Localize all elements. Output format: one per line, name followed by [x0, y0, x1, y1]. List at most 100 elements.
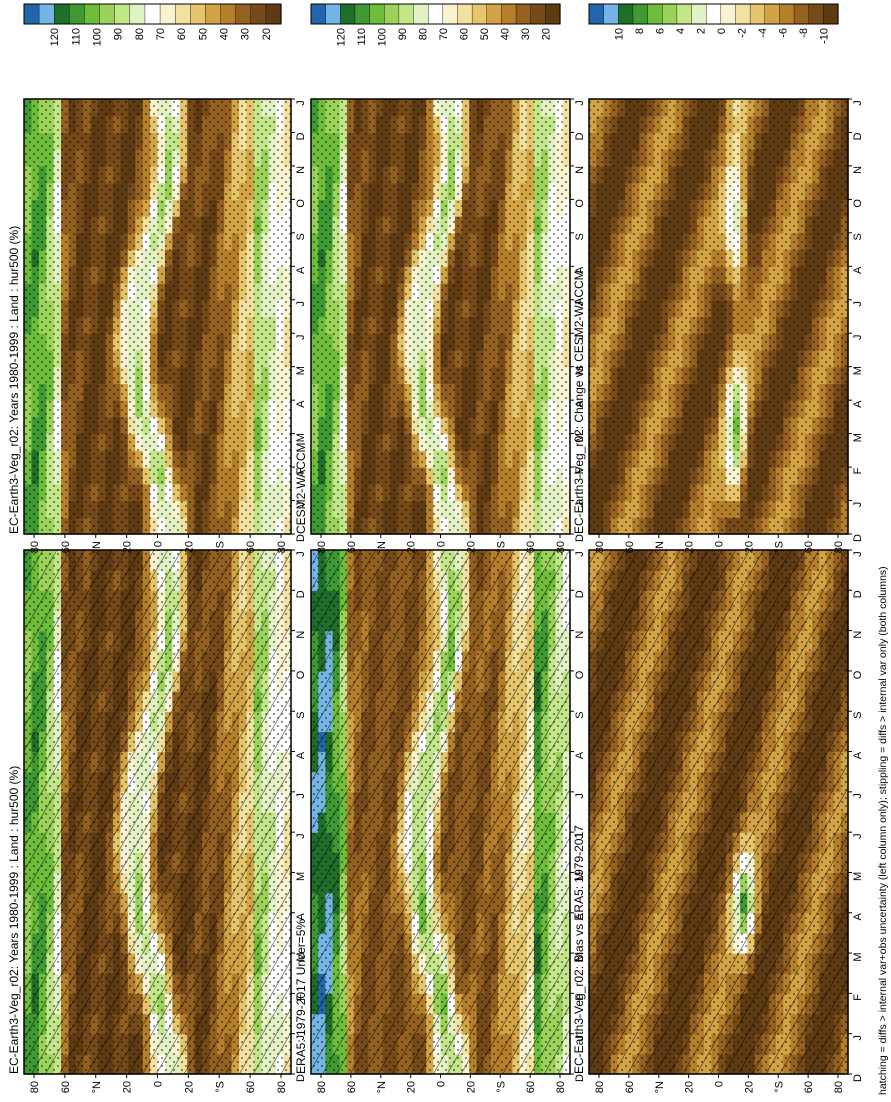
y-tick-label: °N — [376, 1081, 388, 1093]
hatching-overlay — [311, 550, 570, 1074]
y-tick-label: 80 — [29, 541, 41, 553]
y-tick-label: 60 — [60, 541, 72, 553]
colorbar-swatch — [144, 3, 161, 25]
stippling-overlay — [24, 99, 291, 534]
x-tick-label: J — [574, 551, 586, 557]
x-tick-label: M — [295, 366, 307, 375]
colorbar-swatch — [515, 3, 532, 25]
x-tick-label: A — [574, 912, 586, 920]
x-tick-label: M — [574, 872, 586, 881]
colorbar-label: 110 — [70, 28, 82, 46]
x-tick-label: F — [574, 467, 586, 474]
colorbar-swatch — [84, 3, 101, 25]
figure-footnote: hatching = diffs > internal var+obs unce… — [877, 566, 889, 1095]
y-tick-label: 60 — [346, 1081, 358, 1093]
x-tick-label: M — [295, 433, 307, 442]
x-tick-label: N — [574, 166, 586, 174]
y-tick-label: 0 — [436, 1081, 448, 1087]
colorbar-swatch — [530, 3, 546, 25]
colorbar-swatch — [442, 3, 459, 25]
colorbar-label: 120 — [335, 28, 347, 46]
x-tick-label: J — [295, 334, 307, 340]
x-tick-label: J — [295, 502, 307, 508]
colorbar-swatch — [384, 3, 400, 25]
colorbar-label: 90 — [113, 28, 125, 40]
x-tick-label: J — [295, 1035, 307, 1041]
y-tick-label: 20 — [465, 1081, 477, 1093]
y-tick-label: 20 — [183, 541, 195, 553]
panel-title: EC-Earth3-Veg_r02: Years 1980-1999 : Lan… — [7, 226, 21, 534]
colorbar-swatch — [69, 3, 86, 25]
y-tick-label: 80 — [555, 541, 567, 553]
x-tick-label: D — [295, 590, 307, 598]
x-tick-label: J — [574, 1035, 586, 1041]
x-tick-label: S — [295, 233, 307, 240]
x-tick-label: A — [295, 751, 307, 759]
colorbar-label: 60 — [176, 28, 188, 40]
y-tick-label: 80 — [316, 541, 328, 553]
colorbar-label: 120 — [49, 28, 61, 46]
colorbar-label: 50 — [479, 28, 491, 40]
x-tick-label: A — [574, 266, 586, 274]
colorbar-swatch — [340, 3, 356, 25]
colorbar-swatch — [354, 3, 371, 25]
colorbar-swatch — [174, 3, 191, 25]
colorbar-label: 80 — [134, 28, 146, 40]
colorbar-swatch — [325, 3, 341, 25]
colorbar-swatch — [545, 3, 561, 25]
x-tick-label: D — [574, 590, 586, 598]
x-tick-label: J — [574, 793, 586, 799]
y-tick-label: 80 — [276, 541, 288, 553]
colorbar-label: 110 — [356, 28, 368, 46]
colorbar-label: 60 — [458, 28, 470, 40]
colorbar-label: 70 — [438, 28, 450, 40]
colorbar-label: 40 — [499, 28, 511, 40]
y-tick-label: 60 — [525, 541, 537, 553]
colorbar-label: 50 — [197, 28, 209, 40]
x-tick-label: J — [295, 833, 307, 839]
y-tick-label: 20 — [406, 1081, 418, 1093]
y-tick-label: °N — [91, 1081, 103, 1093]
colorbar-label: 40 — [219, 28, 231, 40]
x-tick-label: J — [295, 301, 307, 307]
colorbar-swatch — [235, 3, 252, 25]
colorbar-swatch — [190, 3, 207, 25]
x-tick-label: N — [295, 166, 307, 174]
colorbar-swatch — [99, 3, 116, 25]
colorbar-swatch — [265, 3, 282, 25]
colorbar-label: 90 — [397, 28, 409, 40]
x-tick-label: D — [574, 1074, 586, 1082]
colorbar-swatch — [457, 3, 473, 25]
colorbar-frame — [310, 3, 561, 25]
x-tick-label: A — [295, 912, 307, 920]
colorbar-swatch — [427, 3, 444, 25]
y-tick-label: 60 — [525, 1081, 537, 1093]
x-tick-label: D — [295, 1074, 307, 1082]
colorbar-swatch — [114, 3, 131, 25]
x-tick-label: F — [574, 994, 586, 1001]
colorbar-label: 70 — [155, 28, 167, 40]
y-tick-label: °S — [495, 541, 507, 553]
colorbar-swatch — [369, 3, 385, 25]
x-tick-label: S — [295, 712, 307, 719]
colorbar-swatch — [38, 3, 55, 25]
colorbar-swatch — [486, 3, 503, 25]
x-tick-label: J — [574, 301, 586, 307]
x-tick-label: A — [574, 400, 586, 408]
colorbar-swatch — [159, 3, 176, 25]
y-tick-label: °N — [376, 541, 388, 553]
panels: D J F M A M J J A S O N D J 80 60 °N 20 0 20 °S 60 80 EC-Earth3… — [7, 3, 864, 1093]
y-tick-label: 0 — [153, 541, 165, 547]
y-tick-label: °N — [91, 541, 103, 553]
y-tick-label: 0 — [436, 541, 448, 547]
stippling-overlay — [311, 99, 570, 534]
x-tick-label: O — [574, 199, 586, 208]
x-tick-label: J — [574, 100, 586, 106]
x-tick-label: J — [295, 551, 307, 557]
